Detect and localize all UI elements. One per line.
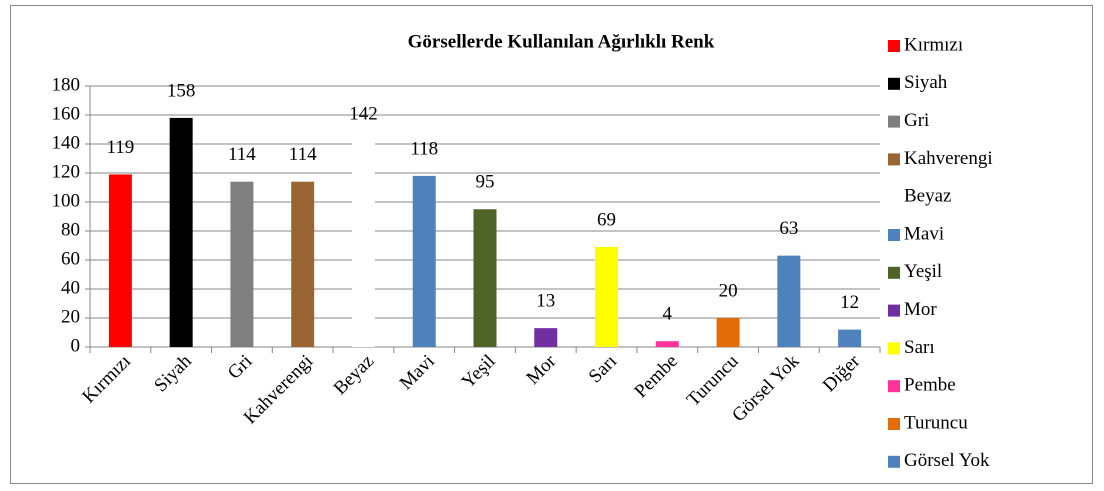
bar [838,329,862,347]
y-tick-label: 40 [61,277,80,298]
data-label: 158 [167,80,196,101]
legend-swatch [888,455,900,468]
legend-label: Sarı [904,337,935,358]
bar [169,117,193,348]
legend-label: Diğer [904,488,948,491]
legend-swatch [888,380,900,393]
y-tick-label: 0 [71,335,81,356]
legend-swatch [888,304,900,317]
bar [230,181,254,347]
bar [412,175,436,347]
chart-title: Görsellerde Kullanılan Ağırlıklı Renk [408,31,715,52]
legend-swatch [888,342,900,355]
legend-swatch [888,115,900,128]
legend-label: Beyaz [904,186,951,207]
bar [473,209,497,347]
legend-swatch [888,153,900,166]
legend-label: Kırmızı [904,34,963,55]
legend-swatch [888,229,900,241]
legend-label: Pembe [904,375,956,396]
data-label: 142 [349,103,378,124]
legend-swatch [888,191,900,204]
legend-swatch [888,40,900,52]
legend-label: Siyah [904,72,948,93]
legend-label: Kahverengi [904,148,993,169]
legend-label: Turuncu [904,412,968,433]
bar [108,174,132,347]
y-tick-label: 180 [52,74,81,95]
bar [351,141,375,347]
data-label: 118 [410,138,438,159]
y-tick-label: 160 [52,103,81,124]
data-label: 114 [289,144,317,165]
bar [716,318,740,347]
legend-swatch [888,266,900,279]
data-label: 63 [779,218,798,239]
data-label: 95 [476,172,495,193]
bar [291,181,315,347]
y-tick-label: 100 [52,190,81,211]
data-label: 4 [663,304,673,325]
legend-label: Görsel Yok [904,450,990,471]
legend-swatch [888,77,900,90]
legend-label: Mavi [904,223,944,244]
data-label: 119 [106,137,134,158]
y-tick-label: 80 [61,219,80,240]
y-tick-label: 60 [61,248,80,269]
data-label: 114 [228,144,256,165]
data-label: 13 [536,291,555,312]
y-tick-label: 140 [52,132,81,153]
y-tick-label: 20 [61,306,80,327]
data-label: 69 [597,209,616,230]
data-label: 12 [840,292,859,313]
legend-swatch [888,418,900,430]
y-tick-label: 120 [52,161,81,182]
data-label: 20 [719,280,738,301]
legend-label: Yeşil [904,261,942,282]
bar [595,246,619,347]
bar [777,255,801,347]
legend-label: Gri [904,110,929,131]
legend-label: Mor [904,299,937,320]
bar [655,341,679,347]
bar [534,328,558,347]
